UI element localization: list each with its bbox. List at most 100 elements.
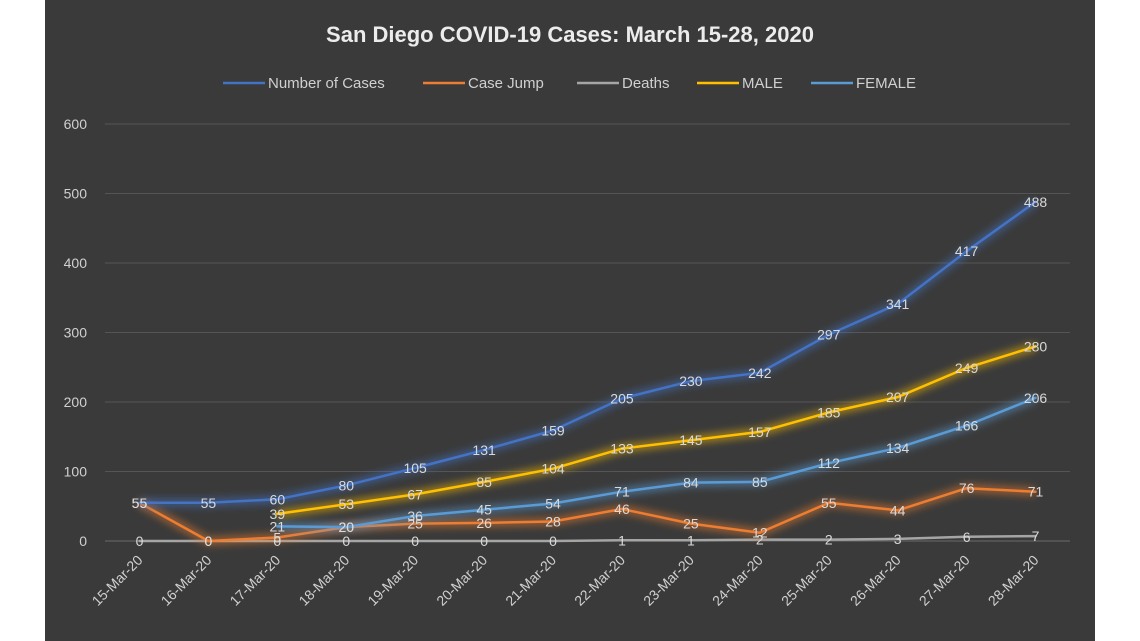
series-line-deaths — [138, 534, 1037, 543]
legend-label: MALE — [742, 75, 783, 92]
legend: Number of Cases Case Jump Deaths MALE FEMALE — [223, 75, 916, 92]
data-label: 3 — [894, 531, 902, 547]
x-tick-label: 20-Mar-20 — [433, 552, 490, 609]
data-label: 36 — [407, 508, 423, 524]
data-label: 0 — [480, 533, 488, 549]
data-label: 80 — [338, 477, 354, 493]
data-label: 105 — [403, 460, 427, 476]
data-label: 85 — [476, 474, 492, 490]
data-label: 55 — [132, 495, 148, 511]
legend-label: Number of Cases — [268, 75, 385, 92]
y-tick-label: 600 — [64, 116, 88, 132]
data-label: 0 — [342, 533, 350, 549]
x-tick-label: 17-Mar-20 — [226, 552, 283, 609]
x-tick-label: 15-Mar-20 — [89, 552, 146, 609]
data-label: 134 — [886, 440, 910, 456]
data-label: 249 — [955, 360, 979, 376]
x-tick-label: 26-Mar-20 — [847, 552, 904, 609]
data-label: 242 — [748, 365, 772, 381]
data-label: 488 — [1024, 194, 1048, 210]
data-label: 2 — [756, 532, 764, 548]
data-label: 5 — [273, 530, 281, 546]
data-label: 341 — [886, 296, 910, 312]
data-label: 76 — [959, 480, 975, 496]
data-label: 157 — [748, 424, 772, 440]
data-label: 71 — [1028, 484, 1044, 500]
series-glow — [277, 394, 1037, 532]
data-label: 85 — [752, 474, 768, 490]
x-tick-label: 22-Mar-20 — [571, 552, 628, 609]
data-label: 0 — [204, 533, 212, 549]
series-line-male — [276, 345, 1037, 516]
data-label: 297 — [817, 327, 841, 343]
x-tick-label: 28-Mar-20 — [985, 552, 1042, 609]
data-label: 131 — [472, 442, 496, 458]
x-tick-label: 18-Mar-20 — [295, 552, 352, 609]
data-label: 53 — [338, 496, 354, 512]
data-label: 7 — [1032, 528, 1040, 544]
data-label: 166 — [955, 418, 979, 434]
data-label: 2 — [825, 532, 833, 548]
data-label: 206 — [1024, 390, 1048, 406]
data-label: 44 — [890, 502, 906, 518]
legend-label: Deaths — [622, 75, 670, 92]
data-label: 71 — [614, 484, 630, 500]
data-label: 145 — [679, 432, 703, 448]
data-label: 12 — [752, 525, 768, 541]
data-label: 0 — [273, 533, 281, 549]
chart-frame: San Diego COVID-19 Cases: March 15-28, 2… — [45, 0, 1095, 641]
y-tick-label: 500 — [64, 186, 88, 202]
series-line-case-jump — [138, 486, 1037, 543]
legend-label: Case Jump — [468, 75, 544, 92]
data-label: 104 — [541, 461, 565, 477]
series-line-female — [276, 396, 1037, 529]
data-label: 0 — [411, 533, 419, 549]
data-label: 55 — [201, 495, 217, 511]
x-tick-label: 23-Mar-20 — [640, 552, 697, 609]
series-line-number-of-cases — [138, 200, 1037, 505]
y-tick-label: 100 — [64, 464, 88, 480]
x-tick-label: 25-Mar-20 — [778, 552, 835, 609]
data-label: 21 — [270, 518, 286, 534]
data-label: 55 — [821, 495, 837, 511]
data-label: 55 — [132, 495, 148, 511]
x-tick-label: 21-Mar-20 — [502, 552, 559, 609]
data-label: 20 — [338, 519, 354, 535]
data-label: 20 — [338, 519, 354, 535]
data-label: 54 — [545, 495, 561, 511]
data-label: 6 — [963, 529, 971, 545]
series-lines — [137, 198, 1038, 545]
x-tick-label: 27-Mar-20 — [916, 552, 973, 609]
data-label: 26 — [476, 515, 492, 531]
data-label: 25 — [683, 516, 699, 532]
data-label: 60 — [270, 491, 286, 507]
data-label: 28 — [545, 514, 561, 530]
chart-title: San Diego COVID-19 Cases: March 15-28, 2… — [326, 22, 814, 47]
gridlines — [105, 123, 1070, 472]
data-label: 230 — [679, 373, 703, 389]
x-tick-label: 16-Mar-20 — [158, 552, 215, 609]
y-tick-label: 200 — [64, 394, 88, 410]
y-tick-label: 400 — [64, 255, 88, 271]
data-label: 112 — [818, 455, 841, 471]
data-label: 1 — [687, 532, 695, 548]
legend-label: FEMALE — [856, 75, 916, 92]
data-labels: 55 55 608010513115920523024229734141748855… — [132, 194, 1048, 549]
data-label: 133 — [610, 441, 634, 457]
data-label: 1 — [618, 532, 626, 548]
data-label: 207 — [886, 389, 910, 405]
data-label: 0 — [204, 533, 212, 549]
data-label: 159 — [541, 422, 565, 438]
data-label: 205 — [610, 391, 634, 407]
line-chart: San Diego COVID-19 Cases: March 15-28, 2… — [64, 22, 1070, 609]
data-label: 45 — [476, 502, 492, 518]
data-label: 185 — [817, 404, 841, 420]
data-label: 46 — [614, 501, 630, 517]
data-label: 0 — [136, 533, 144, 549]
x-tick-label: 19-Mar-20 — [364, 552, 421, 609]
data-label: 25 — [407, 516, 423, 532]
data-label: 417 — [955, 243, 979, 259]
data-label: 84 — [683, 475, 699, 491]
data-label: 0 — [549, 533, 557, 549]
